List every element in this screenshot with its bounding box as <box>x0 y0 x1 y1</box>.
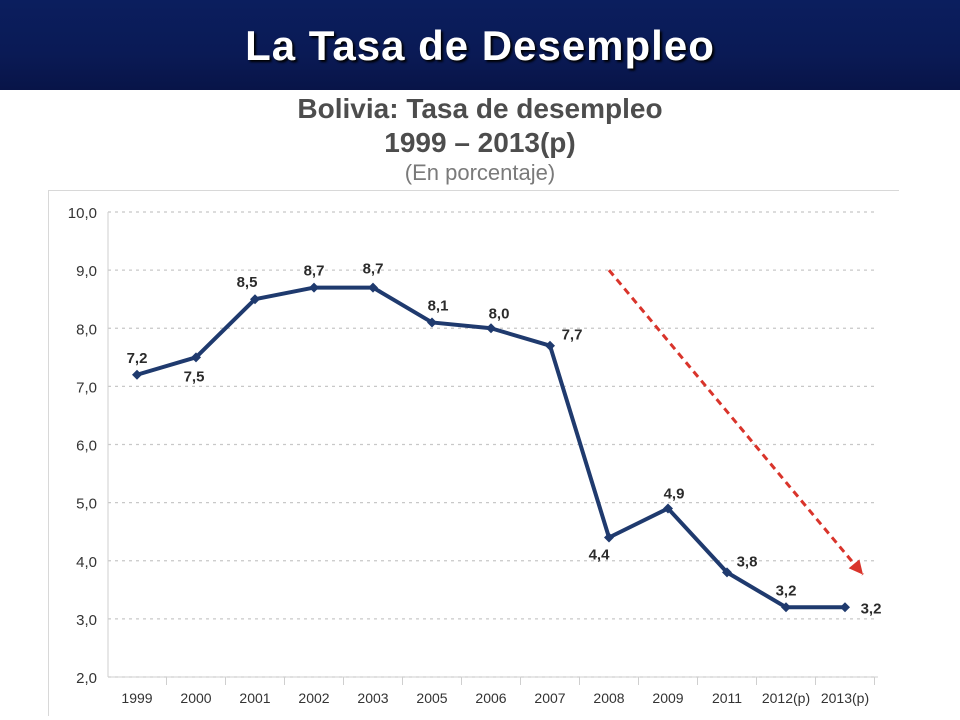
x-tick-label: 2000 <box>180 690 211 706</box>
data-label: 8,0 <box>489 305 510 322</box>
chart-frame <box>48 190 899 716</box>
data-label: 7,2 <box>127 350 148 367</box>
trend-annotation <box>607 269 865 576</box>
x-tick-label: 2002 <box>298 690 329 706</box>
data-labels: 7,2 7,5 8,5 8,7 8,7 8,1 8,0 7,7 4,4 4,9 3,8 3,2 3,2 <box>127 261 882 618</box>
x-tick-label: 2009 <box>652 690 683 706</box>
data-label: 8,5 <box>237 274 258 291</box>
x-axis-ticks: 1999 2000 2001 2002 2003 2005 2006 2007 2008 2009… <box>121 677 875 706</box>
data-point <box>486 323 496 334</box>
y-tick-label: 9,0 <box>76 263 97 280</box>
y-tick-label: 3,0 <box>76 612 97 629</box>
y-tick-label: 7,0 <box>76 379 97 396</box>
chart-title-period: 1999 – 2013(p) <box>384 127 576 158</box>
y-axis-ticks: 2,0 3,0 4,0 5,0 6,0 7,0 8,0 9,0 10,0 <box>68 205 97 687</box>
data-point <box>368 282 378 293</box>
data-label: 3,2 <box>861 600 882 617</box>
x-tick-label: 1999 <box>121 690 152 706</box>
chart-subtitle: (En porcentaje) <box>404 160 556 185</box>
data-label: 8,7 <box>304 263 325 280</box>
x-tick-label: 2007 <box>534 690 565 706</box>
y-tick-label: 4,0 <box>76 554 97 571</box>
data-point <box>427 317 437 328</box>
slide-title: La Tasa de Desempleo <box>245 22 715 69</box>
chart-header: Bolivia: Tasa de desempleo 1999 – 2013(p… <box>180 92 780 186</box>
x-tick-label: 2006 <box>475 690 506 706</box>
x-tick-label: 2011 <box>712 690 742 706</box>
data-label: 4,4 <box>589 547 611 564</box>
data-point <box>191 352 201 363</box>
data-label: 3,2 <box>776 582 797 599</box>
y-tick-label: 8,0 <box>76 321 97 338</box>
y-tick-label: 2,0 <box>76 670 97 687</box>
data-point <box>781 602 791 613</box>
data-point <box>132 369 142 380</box>
x-tick-label: 2012(p) <box>762 690 810 706</box>
data-label: 7,5 <box>184 368 205 385</box>
series-group <box>132 282 850 613</box>
data-point <box>840 602 850 613</box>
data-point <box>663 503 673 514</box>
data-point <box>309 282 319 293</box>
y-tick-label: 5,0 <box>76 496 97 513</box>
x-tick-label: 2008 <box>593 690 624 706</box>
data-label: 7,7 <box>562 327 583 344</box>
x-tick-label: 2005 <box>416 690 447 706</box>
data-point <box>604 532 614 543</box>
y-tick-label: 6,0 <box>76 438 97 455</box>
data-point <box>545 340 555 351</box>
trend-arrow-line <box>607 269 865 576</box>
data-label: 4,9 <box>664 485 685 502</box>
data-label: 3,8 <box>737 553 758 570</box>
chart-title: Bolivia: Tasa de desempleo <box>297 93 663 124</box>
x-tick-label: 2003 <box>357 690 388 706</box>
y-tick-label: 10,0 <box>68 205 97 222</box>
trend-arrow-head <box>848 559 863 575</box>
data-label: 8,1 <box>428 297 449 314</box>
data-label: 8,7 <box>363 261 384 278</box>
data-point <box>722 567 732 578</box>
x-tick-label: 2001 <box>239 690 270 706</box>
data-point <box>250 294 260 305</box>
grid-lines <box>107 211 878 678</box>
x-tick-label: 2013(p) <box>821 690 869 706</box>
title-banner: La Tasa de Desempleo <box>0 0 960 90</box>
